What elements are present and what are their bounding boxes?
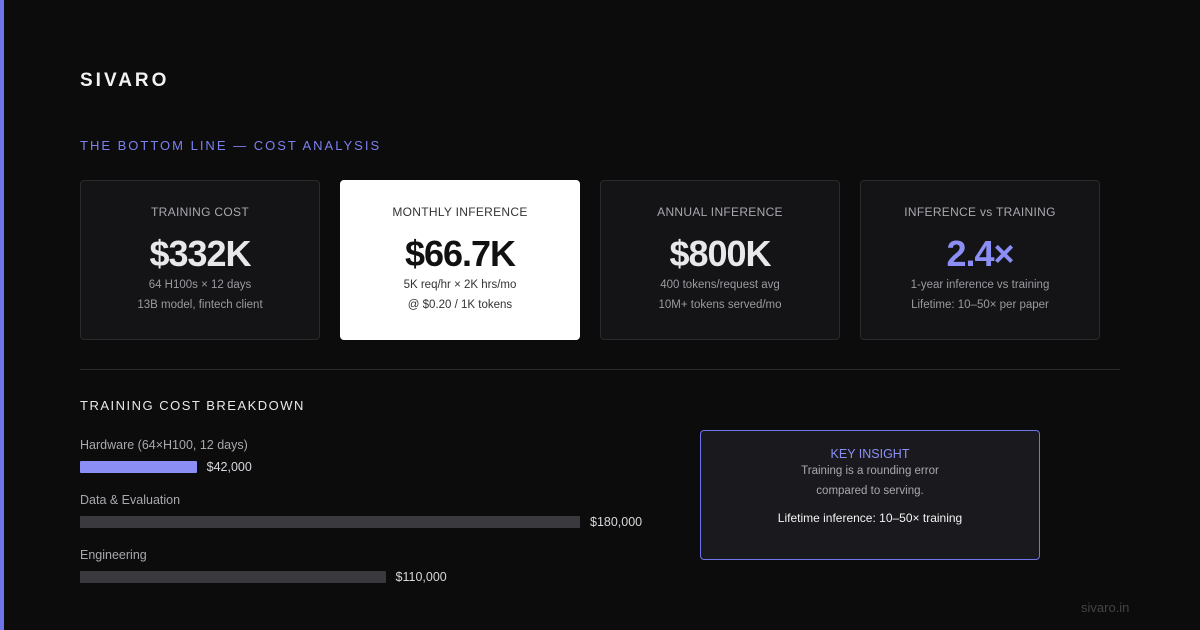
card-detail: @ $0.20 / 1K tokens [407,299,513,311]
bar [80,571,386,583]
bar-label: Data & Evaluation [80,493,181,507]
bar [80,516,580,528]
insight-title: KEY INSIGHT [830,447,910,461]
breakdown-title: TRAINING COST BREAKDOWN [80,398,305,413]
bar-value: $42,000 [206,460,252,474]
stat-card: MONTHLY INFERENCE $66.7K 5K req/hr × 2K hr… [340,180,580,340]
card-detail: 10M+ tokens served/mo [658,299,782,311]
stat-card: ANNUAL INFERENCE $800K 400 tokens/request … [600,180,840,340]
card-label: MONTHLY INFERENCE [392,205,528,219]
card-label: ANNUAL INFERENCE [657,205,783,219]
bar-label: Engineering [80,548,147,562]
card-value: $800K [669,233,771,274]
bar-label: Hardware (64×H100, 12 days) [80,438,248,452]
footer: sivaro.in [1081,600,1130,615]
card-value: $332K [149,233,251,274]
card-detail: 64 H100s × 12 days [148,279,252,291]
insight-line: Training is a rounding error [801,465,939,477]
accent-bar [0,0,4,630]
stat-card: INFERENCE vs TRAINING 2.4× 1-year inferenc… [860,180,1100,340]
card-value: $66.7K [404,233,516,274]
card-detail: 5K req/hr × 2K hrs/mo [403,279,517,291]
card-label: INFERENCE vs TRAINING [904,205,1056,219]
subtitle: THE BOTTOM LINE — COST ANALYSIS [80,138,382,153]
insight-emphasis: Lifetime inference: 10–50× training [777,511,963,525]
bar [80,461,197,473]
card-detail: Lifetime: 10–50× per paper [911,299,1049,311]
card-detail: 1-year inference vs training [910,279,1050,291]
insight-box: KEY INSIGHT Training is a rounding error… [700,430,1040,560]
logo: SIVARO [80,70,170,91]
card-label: TRAINING COST [151,205,249,219]
divider [80,369,1120,370]
insight-line: compared to serving. [816,485,924,497]
card-detail: 13B model, fintech client [137,299,263,311]
stat-card: TRAINING COST $332K 64 H100s × 12 days 13B … [80,180,320,340]
bar-value: $110,000 [395,570,447,584]
card-value: 2.4× [946,233,1014,274]
card-detail: 400 tokens/request avg [660,279,780,291]
bar-value: $180,000 [590,515,643,529]
